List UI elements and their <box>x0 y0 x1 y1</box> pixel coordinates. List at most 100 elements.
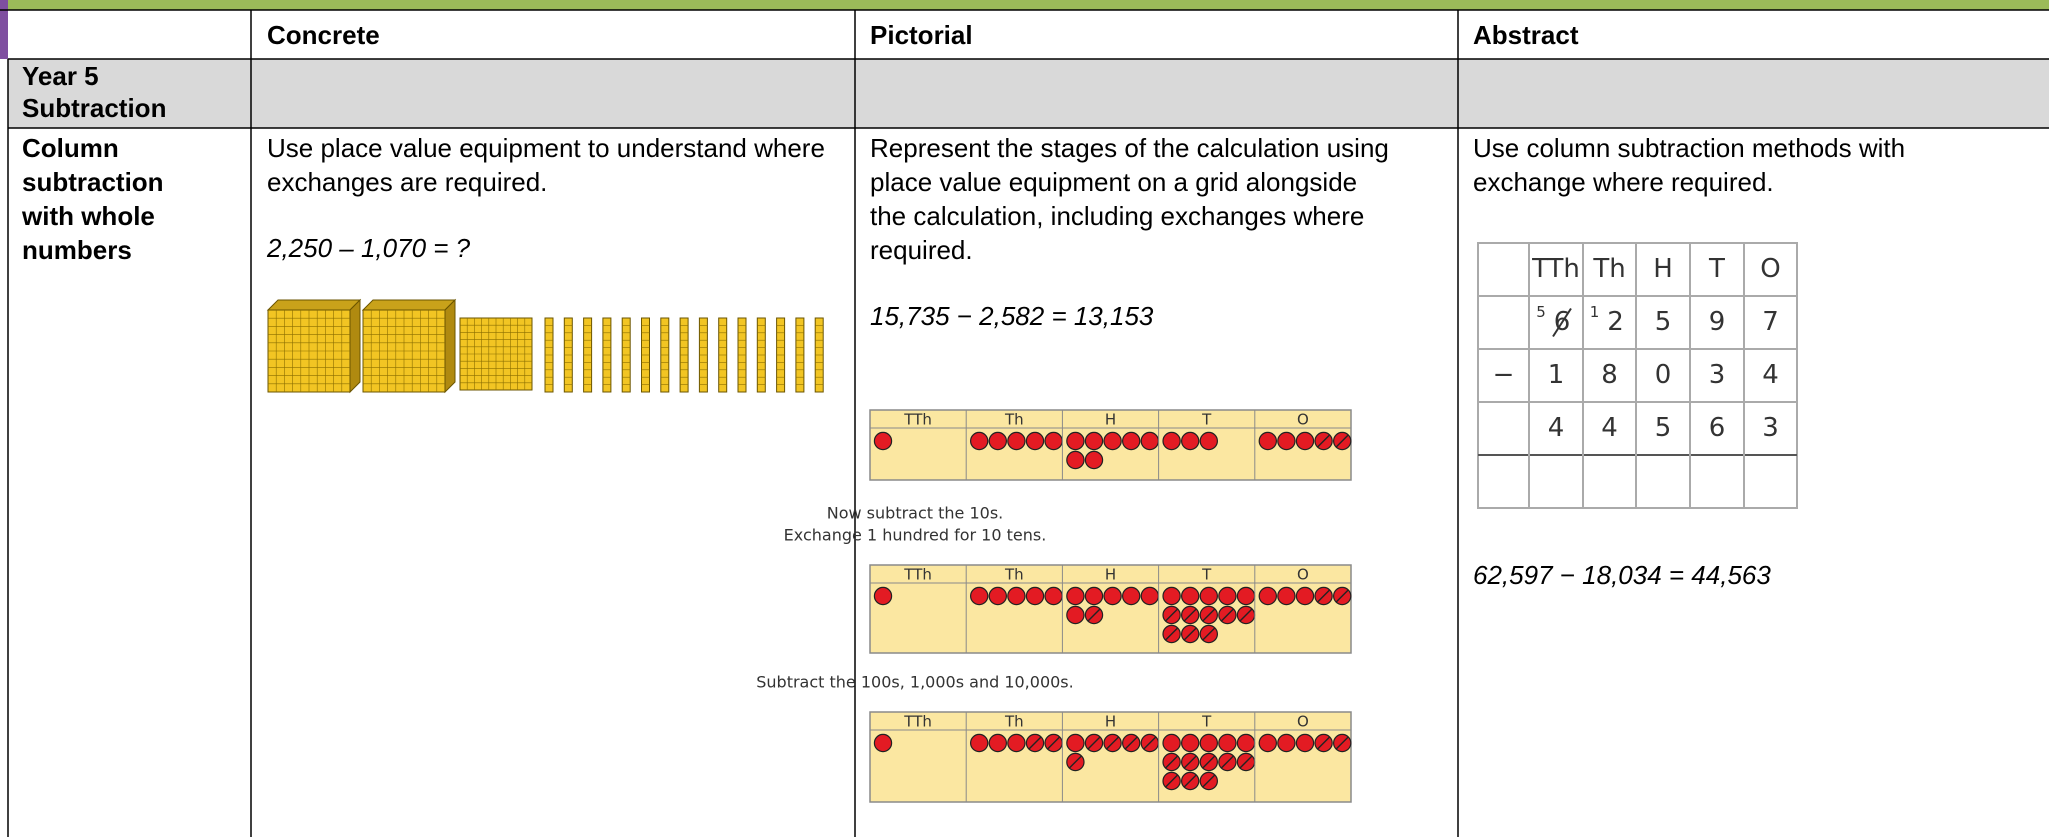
counter-cross <box>1143 736 1157 750</box>
counter-cross <box>1335 434 1349 448</box>
counter <box>1007 586 1026 606</box>
counter <box>1218 733 1237 753</box>
grid-digit: 9 <box>1709 307 1726 337</box>
counter <box>873 733 893 753</box>
pv-chart <box>869 564 1352 654</box>
grid-digit: 0 <box>1655 360 1672 390</box>
counter-cross <box>1183 608 1197 622</box>
cube-side <box>349 298 361 394</box>
caption: Now subtract the 10s. <box>827 504 1004 523</box>
counter <box>1180 431 1200 451</box>
counter-cross <box>1087 608 1101 622</box>
counter <box>1199 733 1219 753</box>
counter-cross <box>1239 608 1253 622</box>
counter <box>1007 431 1026 451</box>
counter <box>1295 431 1315 451</box>
counter-cross <box>1165 608 1179 622</box>
counter <box>1084 586 1104 606</box>
grid-digit: − <box>1493 360 1515 390</box>
exchange-digit: 5 <box>1536 303 1546 321</box>
counter <box>1121 431 1141 451</box>
strike <box>1552 307 1572 338</box>
counter-cross <box>1165 755 1179 769</box>
grid-digit: 8 <box>1601 360 1618 390</box>
counter-cross <box>1183 627 1197 641</box>
counter <box>1180 586 1200 606</box>
counter-cross <box>1028 736 1042 750</box>
pv-chart-header: Th <box>1004 713 1024 731</box>
counter <box>970 586 989 606</box>
grid-header: H <box>1653 254 1673 284</box>
pv-chart-header: O <box>1297 566 1309 584</box>
counter-cross <box>1183 774 1197 788</box>
column-header: Pictorial <box>870 20 973 50</box>
grid-digit: 7 <box>1762 307 1779 337</box>
counter <box>1066 605 1085 625</box>
counter <box>1162 733 1181 753</box>
pv-chart-header: H <box>1105 566 1116 584</box>
grid-digit: 2 <box>1607 307 1624 337</box>
counter-cross <box>1202 608 1216 622</box>
counter-cross <box>1202 627 1216 641</box>
caption: Subtract the 100s, 1,000s and 10,000s. <box>756 673 1073 692</box>
counter <box>1258 586 1278 606</box>
grid-header: Th <box>1592 254 1625 284</box>
pv-chart-header: TTh <box>903 713 932 731</box>
pv-chart-header: Th <box>1004 411 1024 429</box>
counter <box>1044 431 1063 451</box>
grid-digit: 1 <box>1548 360 1565 390</box>
counter <box>1066 450 1085 470</box>
counter <box>873 586 893 606</box>
grid-digit: 5 <box>1655 307 1672 337</box>
cube-side <box>444 298 456 394</box>
counter-cross <box>1220 608 1234 622</box>
counter <box>1103 431 1122 451</box>
counter <box>1295 586 1315 606</box>
abstract-equation: 62,597 − 18,034 = 44,563 <box>1473 560 1771 590</box>
pictorial-text: Represent the stages of the calculation … <box>870 133 1389 265</box>
counter <box>1218 586 1237 606</box>
concrete-text: Use place value equipment to understand … <box>267 133 825 197</box>
counter <box>1066 431 1085 451</box>
counter <box>1025 586 1045 606</box>
column-header: Concrete <box>267 20 380 50</box>
counter <box>1103 586 1122 606</box>
counter <box>1140 431 1160 451</box>
counter <box>1140 586 1160 606</box>
counter-cross <box>1335 589 1349 603</box>
pv-chart-header: O <box>1297 713 1309 731</box>
pv-chart-header: H <box>1105 713 1116 731</box>
grid-digit: 3 <box>1709 360 1726 390</box>
counter-cross <box>1087 736 1101 750</box>
top-bar <box>0 0 2049 10</box>
section-row <box>8 59 2049 128</box>
counter <box>1162 586 1181 606</box>
concrete-equation: 2,250 – 1,070 = ? <box>267 233 471 263</box>
counter <box>1199 431 1219 451</box>
counter-cross <box>1317 589 1331 603</box>
pv-chart-header: O <box>1297 411 1309 429</box>
grid-header: O <box>1760 254 1780 284</box>
counter-cross <box>1202 755 1216 769</box>
grid-frame <box>1477 242 1798 509</box>
counter-cross <box>1068 755 1082 769</box>
counter-cross <box>1335 736 1349 750</box>
counter-cross <box>1124 736 1138 750</box>
grid-digit: 4 <box>1762 360 1779 390</box>
counter-cross <box>1317 736 1331 750</box>
grid-digit: 5 <box>1655 413 1672 443</box>
counter <box>1277 586 1296 606</box>
counter <box>1199 586 1219 606</box>
counter <box>988 586 1008 606</box>
side-bar <box>0 0 8 59</box>
column-header: Abstract <box>1473 20 1579 50</box>
pv-chart-header: TTh <box>903 566 932 584</box>
grid-header: T <box>1708 254 1725 284</box>
pv-chart-header: T <box>1201 411 1212 429</box>
counter <box>1121 586 1141 606</box>
cube-top <box>361 299 457 311</box>
pv-chart-header: T <box>1201 713 1212 731</box>
counter <box>988 431 1008 451</box>
